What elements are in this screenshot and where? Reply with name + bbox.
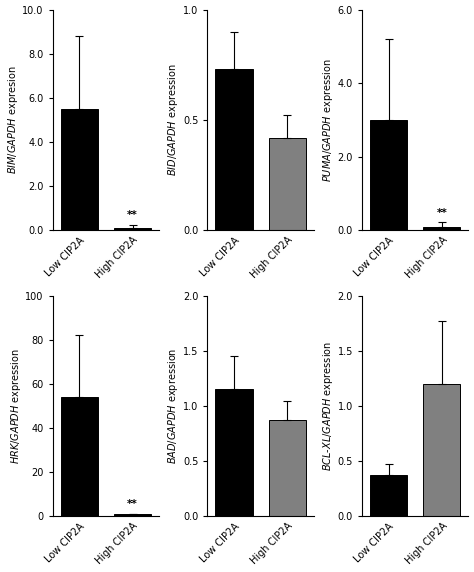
Y-axis label: $\it{PUMA}$/$\it{GAPDH}$ expression: $\it{PUMA}$/$\it{GAPDH}$ expression (321, 58, 335, 182)
Text: **: ** (127, 499, 138, 509)
Bar (114, 514, 151, 517)
Text: **: ** (127, 210, 138, 220)
Y-axis label: $\it{BID}$/$\it{GAPDH}$ expression: $\it{BID}$/$\it{GAPDH}$ expression (166, 63, 180, 176)
Y-axis label: $\it{BAD}$/$\it{GAPDH}$ expression: $\it{BAD}$/$\it{GAPDH}$ expression (166, 348, 180, 464)
Bar (215, 69, 253, 231)
Bar (215, 390, 253, 517)
Bar (423, 384, 460, 517)
Y-axis label: $\it{HRK}$/$\it{GAPDH}$ expression: $\it{HRK}$/$\it{GAPDH}$ expression (9, 348, 23, 464)
Bar (269, 137, 306, 231)
Bar (269, 420, 306, 517)
Bar (423, 227, 460, 231)
Bar (61, 397, 98, 517)
Bar (370, 475, 407, 517)
Y-axis label: $\it{BCL}$-$\it{XL}$/$\it{GAPDH}$ expression: $\it{BCL}$-$\it{XL}$/$\it{GAPDH}$ expres… (321, 341, 335, 471)
Bar (114, 228, 151, 231)
Text: **: ** (437, 208, 447, 218)
Bar (370, 120, 407, 231)
Bar (61, 109, 98, 231)
Y-axis label: $\it{BIM}$/$\it{GAPDH}$ expresion: $\it{BIM}$/$\it{GAPDH}$ expresion (6, 66, 19, 174)
